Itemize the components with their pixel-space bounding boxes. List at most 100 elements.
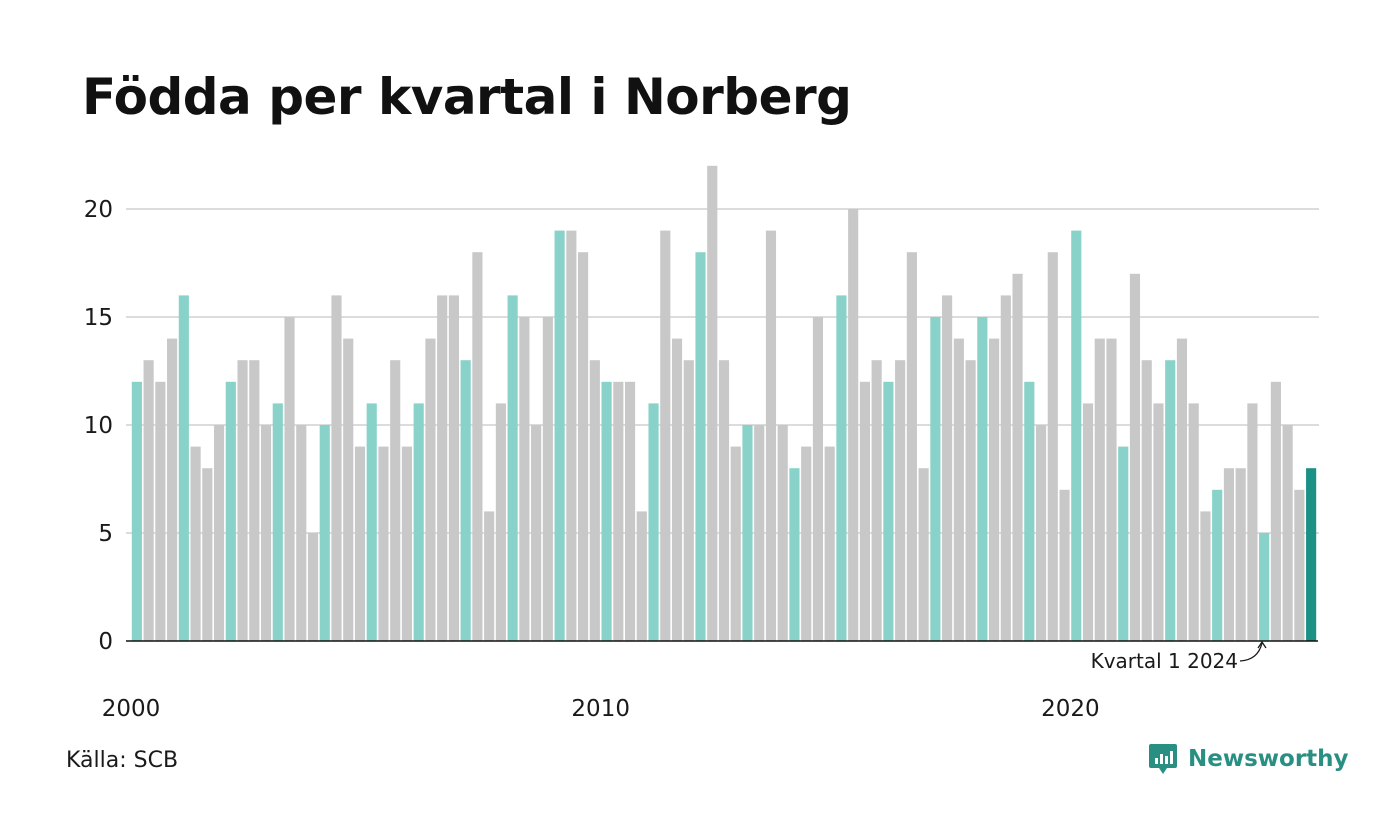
bar (284, 317, 295, 641)
bar-quarter-1 (836, 295, 847, 641)
brand-name: Newsworthy (1188, 746, 1349, 772)
bar-quarter-1 (1259, 533, 1270, 641)
bar (953, 338, 964, 641)
x-tick-label: 2020 (1041, 696, 1100, 722)
bar (613, 381, 624, 641)
bar (237, 360, 248, 641)
bar (190, 446, 201, 641)
bar (307, 533, 319, 641)
bar (824, 446, 835, 641)
bar (765, 230, 777, 641)
bar-quarter-1 (225, 381, 236, 641)
bar (143, 360, 154, 641)
bar (1176, 338, 1188, 641)
x-axis-tick-labels: 2000 2010 2020 (102, 696, 1100, 722)
bar-chart-speech-bubble-icon (1149, 744, 1177, 774)
bar-quarter-1 (648, 403, 659, 641)
annotation-label: Kvartal 1 2024 (1091, 649, 1238, 673)
bar (859, 381, 870, 641)
bar (425, 338, 436, 641)
bar-quarter-1 (1071, 230, 1082, 641)
bar (848, 209, 859, 641)
bar (1235, 468, 1246, 641)
bar (683, 360, 694, 641)
bar (1247, 403, 1258, 641)
y-axis-tick-labels: 0 5 10 15 20 (84, 197, 113, 655)
bar (812, 317, 824, 641)
bar (1094, 338, 1105, 641)
bar (566, 230, 577, 641)
bar (1282, 425, 1293, 641)
bar (942, 295, 953, 641)
bar (296, 425, 307, 641)
bar (895, 360, 906, 641)
bar (777, 425, 788, 641)
bar-quarter-1 (460, 360, 471, 641)
bar-quarter-1 (1118, 446, 1129, 641)
bar (1012, 273, 1023, 641)
bar-quarter-1 (1165, 360, 1176, 641)
bar (155, 381, 166, 641)
bar (167, 338, 178, 641)
bar-latest (1306, 468, 1317, 641)
bar (707, 165, 718, 642)
bar-quarter-1 (1212, 489, 1223, 641)
bar-quarter-1 (1024, 381, 1035, 641)
bar (578, 252, 589, 641)
bar (624, 381, 636, 641)
bar (1000, 295, 1011, 641)
bar-quarter-1 (742, 425, 753, 641)
bar-quarter-1 (930, 317, 941, 641)
annotation-arrow (1239, 642, 1263, 662)
chart-title: Födda per kvartal i Norberg (82, 68, 852, 126)
y-tick-label: 10 (84, 413, 113, 439)
bar (519, 317, 530, 641)
bar (754, 425, 765, 641)
bar (965, 360, 976, 641)
bar (437, 295, 448, 641)
bar (1200, 511, 1211, 641)
bar (214, 425, 225, 641)
bar (1223, 468, 1234, 641)
y-tick-label: 0 (98, 629, 113, 655)
bar (871, 360, 882, 641)
bar-quarter-1 (507, 295, 518, 641)
bar-quarter-1 (131, 381, 142, 641)
bar-quarter-1 (272, 403, 283, 641)
bar (249, 360, 260, 641)
x-tick-label: 2010 (571, 696, 630, 722)
bar-quarter-1 (366, 403, 377, 641)
bar (730, 446, 741, 641)
bar-quarter-1 (413, 403, 424, 641)
bar (660, 230, 671, 641)
bar (331, 295, 342, 641)
bar-quarter-1 (601, 381, 612, 641)
bar (448, 295, 459, 641)
bar-quarter-1 (977, 317, 988, 641)
bar-quarter-1 (178, 295, 189, 641)
bar-quarter-1 (695, 252, 706, 641)
bar (378, 446, 389, 641)
source-note: Källa: SCB (66, 748, 179, 773)
bar (636, 511, 647, 641)
bar (531, 425, 542, 641)
bar-quarter-1 (554, 230, 565, 641)
bar-quarter-1 (789, 468, 800, 641)
x-tick-label: 2000 (102, 696, 161, 722)
bar (472, 252, 483, 641)
bar (343, 338, 354, 641)
bar (260, 425, 272, 641)
annotation: Kvartal 1 2024 (1091, 640, 1267, 673)
bar-quarter-1 (319, 425, 330, 641)
bar (1059, 489, 1070, 641)
bar (1035, 425, 1047, 641)
bar (589, 360, 600, 641)
bar (671, 338, 683, 641)
bar (1129, 273, 1141, 641)
bar (918, 468, 929, 641)
bar (202, 468, 213, 641)
bar (1047, 252, 1058, 641)
bar (1270, 381, 1281, 641)
bar (390, 360, 401, 641)
